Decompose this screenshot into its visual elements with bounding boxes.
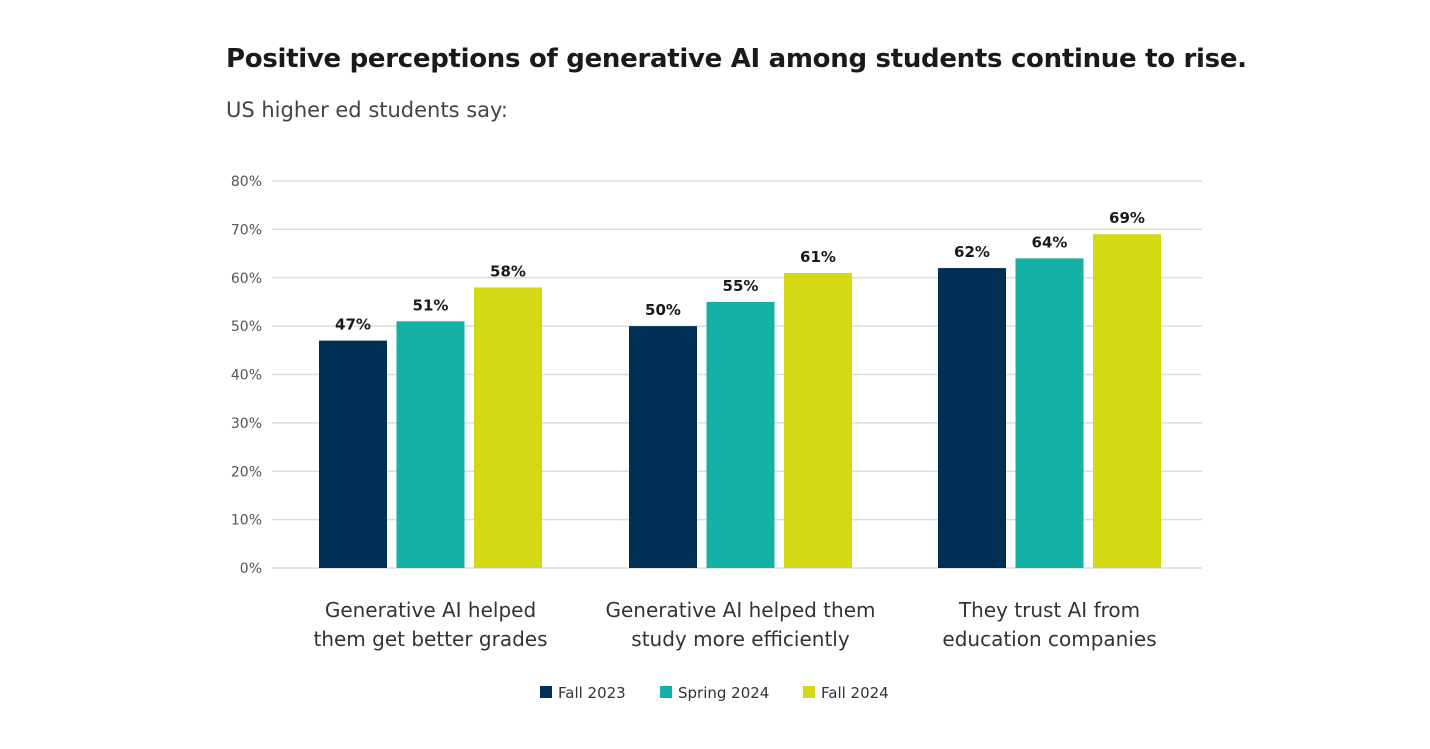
y-tick-label: 50%	[231, 319, 262, 335]
chart-title: Positive perceptions of generative AI am…	[226, 44, 1247, 74]
x-category-label: study more efficiently	[631, 627, 850, 651]
y-tick-label: 30%	[231, 416, 262, 432]
x-category-label: education companies	[942, 627, 1156, 651]
y-tick-label: 70%	[231, 222, 262, 238]
bar	[1015, 258, 1084, 568]
y-tick-label: 10%	[231, 513, 262, 529]
data-label: 55%	[723, 277, 759, 295]
data-label: 50%	[645, 301, 681, 319]
legend-label: Fall 2023	[558, 684, 626, 702]
data-label: 64%	[1032, 233, 1068, 251]
x-category-label: them get better grades	[313, 627, 547, 651]
legend-label: Spring 2024	[678, 684, 769, 702]
data-label: 61%	[800, 248, 836, 266]
legend-swatch	[540, 686, 552, 698]
legend-swatch	[803, 686, 815, 698]
x-category-label: Generative AI helped	[325, 598, 536, 622]
bar	[706, 301, 775, 568]
x-category-label: Generative AI helped them	[606, 598, 876, 622]
legend-label: Fall 2024	[821, 684, 889, 702]
data-label: 62%	[954, 243, 990, 261]
bar	[396, 321, 465, 568]
chart-subtitle: US higher ed students say:	[226, 98, 508, 122]
data-label: 47%	[335, 316, 371, 334]
bar	[1093, 234, 1161, 568]
legend-swatch	[660, 686, 672, 698]
y-tick-label: 60%	[231, 271, 262, 287]
bar	[784, 272, 852, 568]
data-label: 69%	[1109, 209, 1145, 227]
x-category-label: They trust AI from	[958, 598, 1140, 622]
bar	[319, 340, 387, 568]
y-tick-label: 80%	[231, 174, 262, 190]
bar	[629, 326, 697, 568]
bar	[938, 268, 1006, 568]
y-tick-label: 20%	[231, 464, 262, 480]
data-label: 58%	[490, 262, 526, 280]
y-tick-label: 0%	[240, 561, 262, 577]
y-tick-label: 40%	[231, 368, 262, 384]
bar	[474, 287, 542, 568]
data-label: 51%	[413, 296, 449, 314]
